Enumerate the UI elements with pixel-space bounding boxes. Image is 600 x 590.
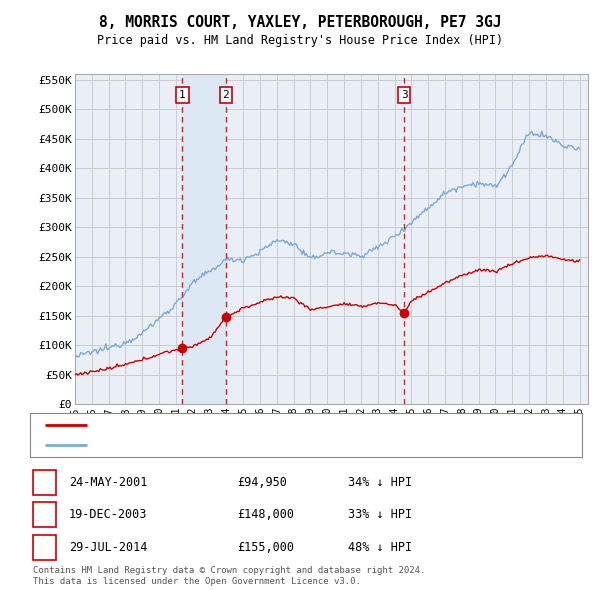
Text: HPI: Average price, detached house, Huntingdonshire: HPI: Average price, detached house, Hunt…: [94, 440, 413, 450]
Text: £155,000: £155,000: [237, 540, 294, 554]
Text: Price paid vs. HM Land Registry's House Price Index (HPI): Price paid vs. HM Land Registry's House …: [97, 34, 503, 47]
Text: 3: 3: [41, 540, 48, 554]
Text: 33% ↓ HPI: 33% ↓ HPI: [348, 508, 412, 522]
Text: 8, MORRIS COURT, YAXLEY, PETERBOROUGH, PE7 3GJ (detached house): 8, MORRIS COURT, YAXLEY, PETERBOROUGH, P…: [94, 421, 488, 430]
Text: 19-DEC-2003: 19-DEC-2003: [69, 508, 148, 522]
Text: 24-MAY-2001: 24-MAY-2001: [69, 476, 148, 489]
Text: 34% ↓ HPI: 34% ↓ HPI: [348, 476, 412, 489]
Text: Contains HM Land Registry data © Crown copyright and database right 2024.
This d: Contains HM Land Registry data © Crown c…: [33, 566, 425, 586]
Text: £94,950: £94,950: [237, 476, 287, 489]
Text: 48% ↓ HPI: 48% ↓ HPI: [348, 540, 412, 554]
Text: 1: 1: [41, 476, 48, 489]
Text: 2: 2: [223, 90, 229, 100]
Text: 3: 3: [401, 90, 407, 100]
Bar: [182, 74, 226, 404]
Text: 1: 1: [179, 90, 186, 100]
Text: £148,000: £148,000: [237, 508, 294, 522]
Text: 29-JUL-2014: 29-JUL-2014: [69, 540, 148, 554]
Text: 8, MORRIS COURT, YAXLEY, PETERBOROUGH, PE7 3GJ: 8, MORRIS COURT, YAXLEY, PETERBOROUGH, P…: [99, 15, 501, 30]
Text: 2: 2: [41, 508, 48, 522]
